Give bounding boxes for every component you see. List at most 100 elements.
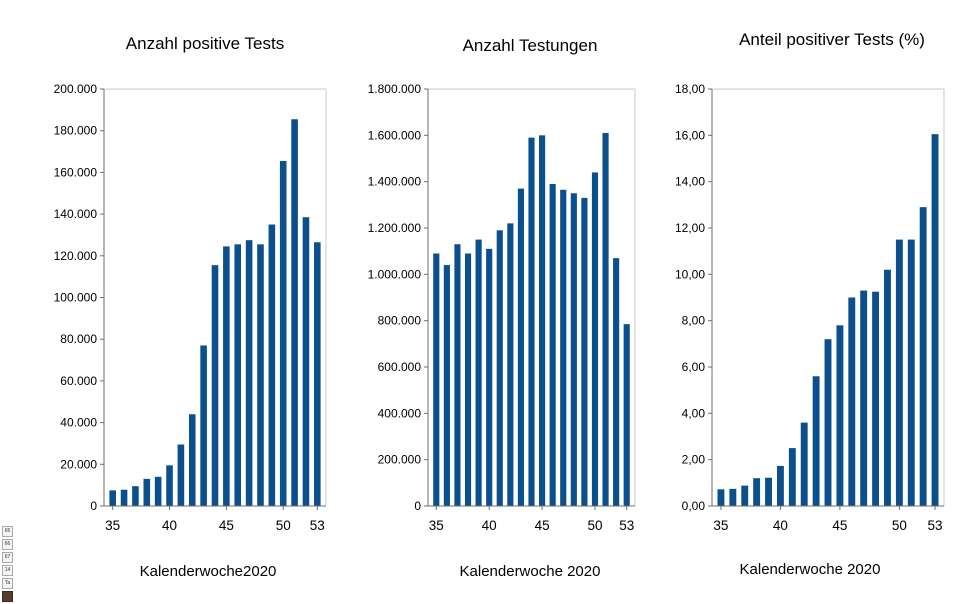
x-tick-label: 53 [928, 518, 943, 533]
thumbnail-5[interactable]: Ta [2, 578, 13, 589]
thumbnail-4[interactable]: 14 [2, 565, 13, 576]
chart-1: 0 20.000 40.000 60.000 80.000 100.000 120.000 1… [54, 34, 327, 580]
x-tick-label: 35 [713, 518, 728, 533]
y-tick-label: 200.000 [54, 82, 98, 96]
bar-kw-49 [581, 197, 588, 506]
x-tick-label: 35 [429, 518, 444, 533]
y-tick-label: 0 [90, 499, 97, 513]
bar-kw-41 [177, 444, 185, 506]
y-tick-label: 200.000 [378, 453, 422, 467]
y-tick-label: 1.600.000 [368, 128, 422, 142]
y-tick-label: 60.000 [60, 374, 97, 388]
bar-kw-38 [143, 478, 151, 506]
bar-kw-38 [753, 478, 761, 506]
thumbnail-3[interactable]: 67 [2, 552, 13, 563]
x-axis-label: Kalenderwoche2020 [140, 563, 277, 580]
bar-kw-36 [443, 265, 450, 506]
bar-kw-52 [919, 207, 927, 506]
x-tick-label: 53 [310, 518, 325, 533]
bar-kw-46 [234, 244, 242, 506]
bar-kw-51 [907, 239, 915, 506]
y-tick-label: 4,00 [682, 406, 706, 420]
bar-kw-50 [279, 160, 287, 506]
bar-kw-45 [223, 246, 230, 507]
bar-kw-51 [602, 133, 609, 506]
bar-kw-43 [812, 376, 820, 506]
thumbnail-6[interactable] [2, 591, 13, 602]
x-tick-label: 50 [587, 518, 602, 533]
thumbnail-2[interactable]: 66 [2, 539, 13, 550]
y-tick-label: 1.800.000 [368, 82, 422, 96]
bar-kw-47 [860, 290, 868, 506]
x-tick-label: 45 [832, 518, 847, 533]
bar-kw-44 [528, 137, 535, 506]
bar-kw-53 [931, 134, 939, 507]
x-tick-label: 53 [619, 518, 634, 533]
x-axis-label: Kalenderwoche 2020 [740, 561, 881, 578]
chart-3: 0,00 2,00 4,00 6,00 8,00 10,00 12,00 14,00 16,00… [675, 30, 945, 578]
bar-kw-53 [623, 324, 630, 506]
thumbnail-1[interactable]: 65 [2, 526, 13, 537]
bar-kw-44 [824, 339, 832, 506]
bar-kw-49 [268, 224, 276, 506]
x-axis-label: Kalenderwoche 2020 [460, 563, 601, 580]
y-tick-label: 40.000 [60, 416, 97, 430]
bar-kw-52 [613, 258, 620, 506]
bar-kw-51 [291, 119, 298, 506]
y-tick-label: 1.400.000 [368, 175, 422, 189]
bar-kw-52 [302, 217, 310, 507]
bar-kw-50 [591, 172, 599, 506]
bar-kw-37 [741, 485, 749, 506]
y-tick-label: 18,00 [675, 82, 705, 96]
y-tick-label: 14,00 [675, 175, 705, 189]
bar-kw-44 [211, 265, 219, 506]
bar-kw-48 [570, 193, 577, 506]
bar-kw-42 [800, 422, 808, 506]
x-tick-label: 40 [162, 518, 177, 533]
y-tick-label: 6,00 [682, 360, 706, 374]
y-tick-label: 140.000 [54, 207, 98, 221]
bar-kw-36 [120, 489, 128, 506]
y-tick-label: 120.000 [54, 249, 98, 263]
bar-kw-37 [132, 486, 139, 506]
y-tick-label: 100.000 [54, 291, 98, 305]
chart-title: Anteil positiver Tests (%) [739, 30, 925, 49]
y-tick-label: 1.000.000 [368, 267, 422, 281]
bar-kw-37 [454, 244, 461, 506]
x-tick-label: 35 [105, 518, 120, 533]
x-tick-label: 45 [535, 518, 550, 533]
y-tick-label: 16,00 [675, 128, 705, 142]
y-tick-label: 160.000 [54, 165, 98, 179]
bar-kw-45 [539, 135, 546, 506]
y-tick-label: 2,00 [682, 453, 706, 467]
y-tick-label: 12,00 [675, 221, 705, 235]
bar-kw-48 [872, 291, 880, 506]
bar-kw-40 [486, 248, 493, 506]
bar-kw-42 [507, 223, 514, 506]
bar-kw-43 [200, 345, 207, 506]
bar-kw-35 [109, 490, 116, 506]
bar-kw-36 [729, 488, 737, 506]
bar-kw-46 [848, 297, 856, 506]
y-tick-label: 180.000 [54, 124, 98, 138]
bar-kw-38 [464, 253, 472, 506]
y-tick-label: 20.000 [60, 457, 97, 471]
bar-kw-35 [717, 489, 725, 506]
bar-kw-45 [836, 325, 844, 506]
bar-kw-43 [517, 188, 524, 506]
side-thumbnail-strip[interactable]: 65 66 67 14 Ta [2, 526, 13, 604]
bar-kw-47 [560, 189, 567, 506]
x-tick-label: 40 [773, 518, 788, 533]
x-tick-label: 50 [892, 518, 907, 533]
chart-title: Anzahl Testungen [463, 36, 598, 55]
y-tick-label: 400.000 [378, 406, 422, 420]
bar-kw-53 [314, 242, 321, 506]
bar-kw-35 [433, 253, 440, 506]
bar-kw-47 [245, 240, 253, 506]
chart-2: 0 200.000 400.000 600.000 800.000 1.000.000 1.… [368, 36, 636, 580]
y-tick-label: 80.000 [60, 332, 97, 346]
bar-kw-42 [188, 414, 196, 506]
x-tick-label: 50 [276, 518, 291, 533]
bar-kw-41 [496, 230, 503, 506]
